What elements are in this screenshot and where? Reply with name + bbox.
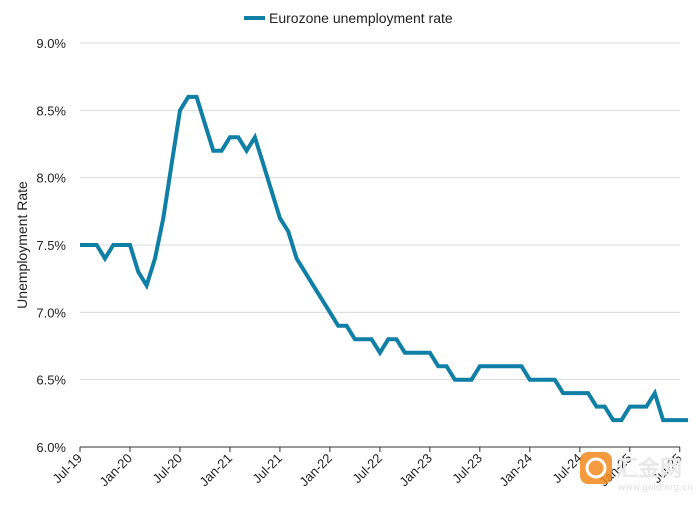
watermark: 汇金网 www.gold.org.cn	[580, 452, 693, 493]
x-tick-label: Jan-20	[96, 451, 135, 490]
legend: Eurozone unemployment rate	[244, 10, 453, 26]
gridlines	[80, 42, 680, 381]
x-tick-label: Jan-21	[196, 451, 235, 490]
y-axis-ticks: 6.0% 6.5% 7.0% 7.5% 8.0% 8.5% 9.0%	[36, 36, 66, 455]
x-tick-label: Jul-19	[49, 451, 85, 487]
y-tick-label: 8.5%	[36, 103, 66, 118]
x-tick-label: Jan-23	[396, 451, 435, 490]
x-tick-label: Jan-22	[296, 451, 335, 490]
x-tick-label: Jul-22	[349, 451, 385, 487]
y-tick-label: 6.5%	[36, 373, 66, 388]
watermark-subtext: www.gold.org.cn	[618, 483, 693, 493]
x-tick-label: Jul-21	[249, 451, 285, 487]
x-tick-label: Jul-24	[549, 451, 585, 487]
watermark-logo-ring	[585, 457, 607, 479]
y-tick-label: 7.0%	[36, 305, 66, 320]
watermark-logo-icon	[580, 452, 612, 484]
watermark-text: 汇金网	[616, 456, 682, 482]
series-line	[80, 94, 689, 423]
y-tick-label: 9.0%	[36, 36, 66, 51]
x-tick-label: Jan-24	[496, 451, 535, 490]
y-tick-label: 7.5%	[36, 238, 66, 253]
y-tick-label: 8.0%	[36, 171, 66, 186]
legend-label: Eurozone unemployment rate	[269, 10, 453, 26]
series-layer	[80, 94, 689, 423]
x-tick-label: Jul-23	[449, 451, 485, 487]
y-tick-label: 6.0%	[36, 440, 66, 455]
y-axis-label: Unemployment Rate	[14, 181, 30, 309]
x-tick-label: Jul-20	[149, 451, 185, 487]
